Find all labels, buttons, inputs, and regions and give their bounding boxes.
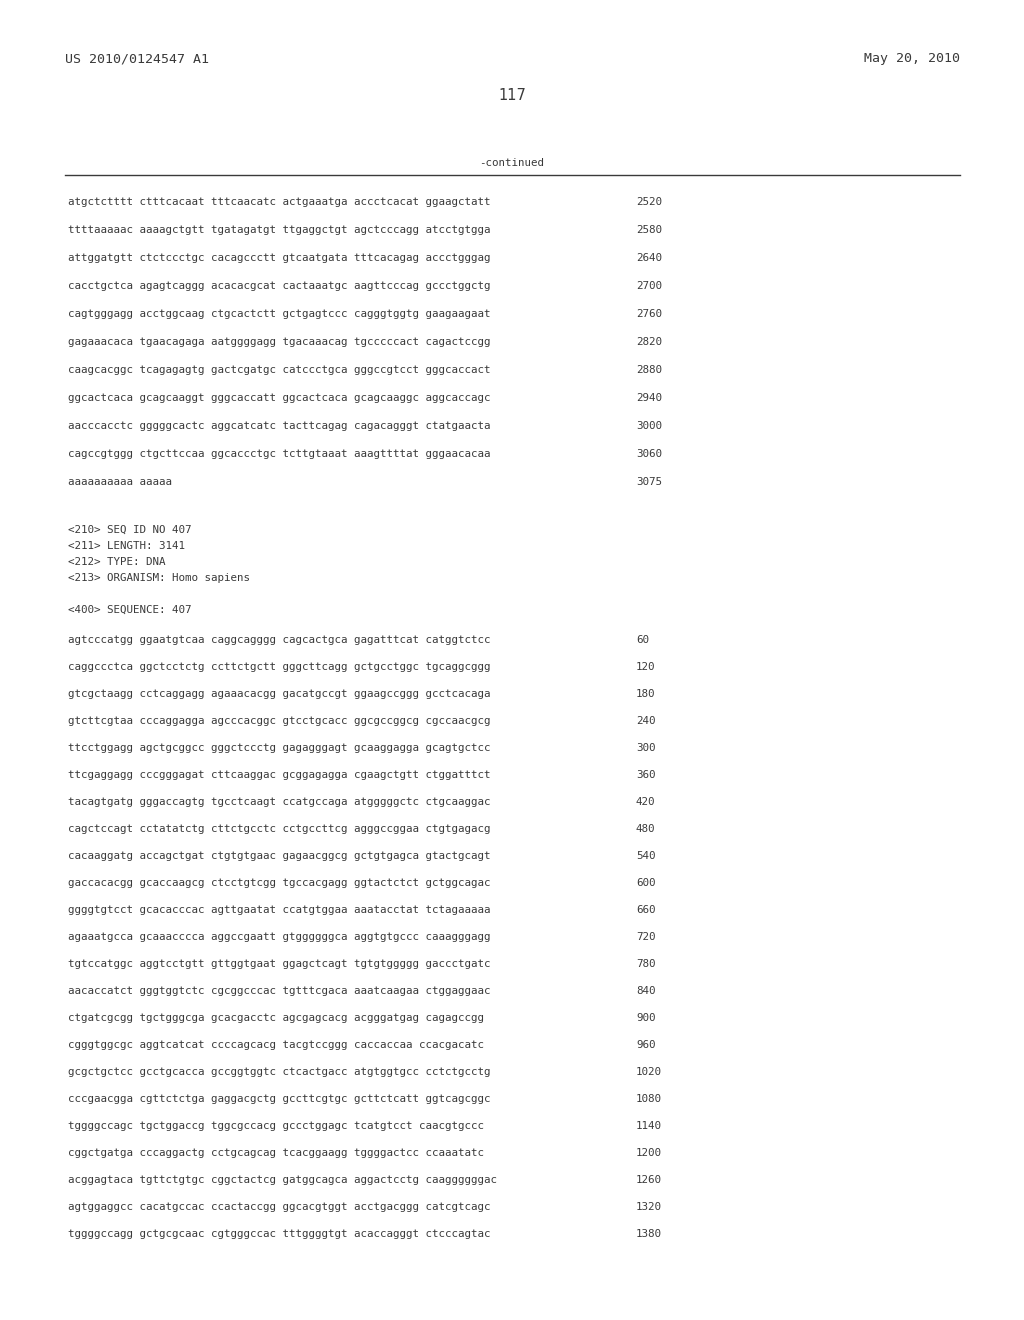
Text: 2880: 2880 (636, 366, 662, 375)
Text: 1020: 1020 (636, 1067, 662, 1077)
Text: -continued: -continued (479, 158, 545, 168)
Text: ttcctggagg agctgcggcc gggctccctg gagagggagt gcaaggagga gcagtgctcc: ttcctggagg agctgcggcc gggctccctg gagaggg… (68, 743, 490, 752)
Text: agtcccatgg ggaatgtcaa caggcagggg cagcactgca gagatttcat catggtctcc: agtcccatgg ggaatgtcaa caggcagggg cagcact… (68, 635, 490, 645)
Text: <213> ORGANISM: Homo sapiens: <213> ORGANISM: Homo sapiens (68, 573, 250, 583)
Text: cacctgctca agagtcaggg acacacgcat cactaaatgc aagttcccag gccctggctg: cacctgctca agagtcaggg acacacgcat cactaaa… (68, 281, 490, 290)
Text: ctgatcgcgg tgctgggcga gcacgacctc agcgagcacg acgggatgag cagagccgg: ctgatcgcgg tgctgggcga gcacgacctc agcgagc… (68, 1012, 484, 1023)
Text: May 20, 2010: May 20, 2010 (864, 51, 961, 65)
Text: cccgaacgga cgttctctga gaggacgctg gccttcgtgc gcttctcatt ggtcagcggc: cccgaacgga cgttctctga gaggacgctg gccttcg… (68, 1094, 490, 1104)
Text: ggggtgtcct gcacacccac agttgaatat ccatgtggaa aaatacctat tctagaaaaa: ggggtgtcct gcacacccac agttgaatat ccatgtg… (68, 906, 490, 915)
Text: gtcgctaagg cctcaggagg agaaacacgg gacatgccgt ggaagccggg gcctcacaga: gtcgctaagg cctcaggagg agaaacacgg gacatgc… (68, 689, 490, 700)
Text: 60: 60 (636, 635, 649, 645)
Text: agtggaggcc cacatgccac ccactaccgg ggcacgtggt acctgacggg catcgtcagc: agtggaggcc cacatgccac ccactaccgg ggcacgt… (68, 1203, 490, 1212)
Text: <211> LENGTH: 3141: <211> LENGTH: 3141 (68, 541, 185, 550)
Text: 1080: 1080 (636, 1094, 662, 1104)
Text: acggagtaca tgttctgtgc cggctactcg gatggcagca aggactcctg caaggggggac: acggagtaca tgttctgtgc cggctactcg gatggca… (68, 1175, 497, 1185)
Text: 1380: 1380 (636, 1229, 662, 1239)
Text: cgggtggcgc aggtcatcat ccccagcacg tacgtccggg caccaccaa ccacgacatc: cgggtggcgc aggtcatcat ccccagcacg tacgtcc… (68, 1040, 484, 1049)
Text: 2760: 2760 (636, 309, 662, 319)
Text: 3075: 3075 (636, 477, 662, 487)
Text: 480: 480 (636, 824, 655, 834)
Text: 2700: 2700 (636, 281, 662, 290)
Text: attggatgtt ctctccctgc cacagccctt gtcaatgata tttcacagag accctgggag: attggatgtt ctctccctgc cacagccctt gtcaatg… (68, 253, 490, 263)
Text: 180: 180 (636, 689, 655, 700)
Text: 3000: 3000 (636, 421, 662, 432)
Text: tgtccatggc aggtcctgtt gttggtgaat ggagctcagt tgtgtggggg gaccctgatc: tgtccatggc aggtcctgtt gttggtgaat ggagctc… (68, 960, 490, 969)
Text: atgctctttt ctttcacaat tttcaacatc actgaaatga accctcacat ggaagctatt: atgctctttt ctttcacaat tttcaacatc actgaaa… (68, 197, 490, 207)
Text: ttttaaaaac aaaagctgtt tgatagatgt ttgaggctgt agctcccagg atcctgtgga: ttttaaaaac aaaagctgtt tgatagatgt ttgaggc… (68, 224, 490, 235)
Text: 960: 960 (636, 1040, 655, 1049)
Text: 117: 117 (498, 88, 526, 103)
Text: <210> SEQ ID NO 407: <210> SEQ ID NO 407 (68, 525, 191, 535)
Text: 300: 300 (636, 743, 655, 752)
Text: 2820: 2820 (636, 337, 662, 347)
Text: gtcttcgtaa cccaggagga agcccacggc gtcctgcacc ggcgccggcg cgccaacgcg: gtcttcgtaa cccaggagga agcccacggc gtcctgc… (68, 715, 490, 726)
Text: 2580: 2580 (636, 224, 662, 235)
Text: caggccctca ggctcctctg ccttctgctt gggcttcagg gctgcctggc tgcaggcggg: caggccctca ggctcctctg ccttctgctt gggcttc… (68, 663, 490, 672)
Text: aacaccatct gggtggtctc cgcggcccac tgtttcgaca aaatcaagaa ctggaggaac: aacaccatct gggtggtctc cgcggcccac tgtttcg… (68, 986, 490, 997)
Text: 720: 720 (636, 932, 655, 942)
Text: <212> TYPE: DNA: <212> TYPE: DNA (68, 557, 166, 568)
Text: 2520: 2520 (636, 197, 662, 207)
Text: cagccgtggg ctgcttccaa ggcaccctgc tcttgtaaat aaagttttat gggaacacaa: cagccgtggg ctgcttccaa ggcaccctgc tcttgta… (68, 449, 490, 459)
Text: 600: 600 (636, 878, 655, 888)
Text: 900: 900 (636, 1012, 655, 1023)
Text: aacccacctc gggggcactc aggcatcatc tacttcagag cagacagggt ctatgaacta: aacccacctc gggggcactc aggcatcatc tacttca… (68, 421, 490, 432)
Text: tacagtgatg gggaccagtg tgcctcaagt ccatgccaga atgggggctc ctgcaaggac: tacagtgatg gggaccagtg tgcctcaagt ccatgcc… (68, 797, 490, 807)
Text: 240: 240 (636, 715, 655, 726)
Text: cggctgatga cccaggactg cctgcagcag tcacggaagg tggggactcc ccaaatatc: cggctgatga cccaggactg cctgcagcag tcacgga… (68, 1148, 484, 1158)
Text: 360: 360 (636, 770, 655, 780)
Text: gcgctgctcc gcctgcacca gccggtggtc ctcactgacc atgtggtgcc cctctgcctg: gcgctgctcc gcctgcacca gccggtggtc ctcactg… (68, 1067, 490, 1077)
Text: 1140: 1140 (636, 1121, 662, 1131)
Text: caagcacggc tcagagagtg gactcgatgc catccctgca gggccgtcct gggcaccact: caagcacggc tcagagagtg gactcgatgc catccct… (68, 366, 490, 375)
Text: 1320: 1320 (636, 1203, 662, 1212)
Text: 780: 780 (636, 960, 655, 969)
Text: gaccacacgg gcaccaagcg ctcctgtcgg tgccacgagg ggtactctct gctggcagac: gaccacacgg gcaccaagcg ctcctgtcgg tgccacg… (68, 878, 490, 888)
Text: gagaaacaca tgaacagaga aatggggagg tgacaaacag tgcccccact cagactccgg: gagaaacaca tgaacagaga aatggggagg tgacaaa… (68, 337, 490, 347)
Text: aaaaaaaaaa aaaaa: aaaaaaaaaa aaaaa (68, 477, 172, 487)
Text: 840: 840 (636, 986, 655, 997)
Text: 420: 420 (636, 797, 655, 807)
Text: 540: 540 (636, 851, 655, 861)
Text: 120: 120 (636, 663, 655, 672)
Text: 660: 660 (636, 906, 655, 915)
Text: 1260: 1260 (636, 1175, 662, 1185)
Text: <400> SEQUENCE: 407: <400> SEQUENCE: 407 (68, 605, 191, 615)
Text: cacaaggatg accagctgat ctgtgtgaac gagaacggcg gctgtgagca gtactgcagt: cacaaggatg accagctgat ctgtgtgaac gagaacg… (68, 851, 490, 861)
Text: ttcgaggagg cccgggagat cttcaaggac gcggagagga cgaagctgtt ctggatttct: ttcgaggagg cccgggagat cttcaaggac gcggaga… (68, 770, 490, 780)
Text: 3060: 3060 (636, 449, 662, 459)
Text: US 2010/0124547 A1: US 2010/0124547 A1 (65, 51, 209, 65)
Text: 2940: 2940 (636, 393, 662, 403)
Text: 2640: 2640 (636, 253, 662, 263)
Text: ggcactcaca gcagcaaggt gggcaccatt ggcactcaca gcagcaaggc aggcaccagc: ggcactcaca gcagcaaggt gggcaccatt ggcactc… (68, 393, 490, 403)
Text: cagctccagt cctatatctg cttctgcctc cctgccttcg agggccggaa ctgtgagacg: cagctccagt cctatatctg cttctgcctc cctgcct… (68, 824, 490, 834)
Text: tggggccagg gctgcgcaac cgtgggccac tttggggtgt acaccagggt ctcccagtac: tggggccagg gctgcgcaac cgtgggccac tttgggg… (68, 1229, 490, 1239)
Text: tggggccagc tgctggaccg tggcgccacg gccctggagc tcatgtcct caacgtgccc: tggggccagc tgctggaccg tggcgccacg gccctgg… (68, 1121, 484, 1131)
Text: agaaatgcca gcaaacccca aggccgaatt gtggggggca aggtgtgccc caaagggagg: agaaatgcca gcaaacccca aggccgaatt gtggggg… (68, 932, 490, 942)
Text: cagtgggagg acctggcaag ctgcactctt gctgagtccc cagggtggtg gaagaagaat: cagtgggagg acctggcaag ctgcactctt gctgagt… (68, 309, 490, 319)
Text: 1200: 1200 (636, 1148, 662, 1158)
